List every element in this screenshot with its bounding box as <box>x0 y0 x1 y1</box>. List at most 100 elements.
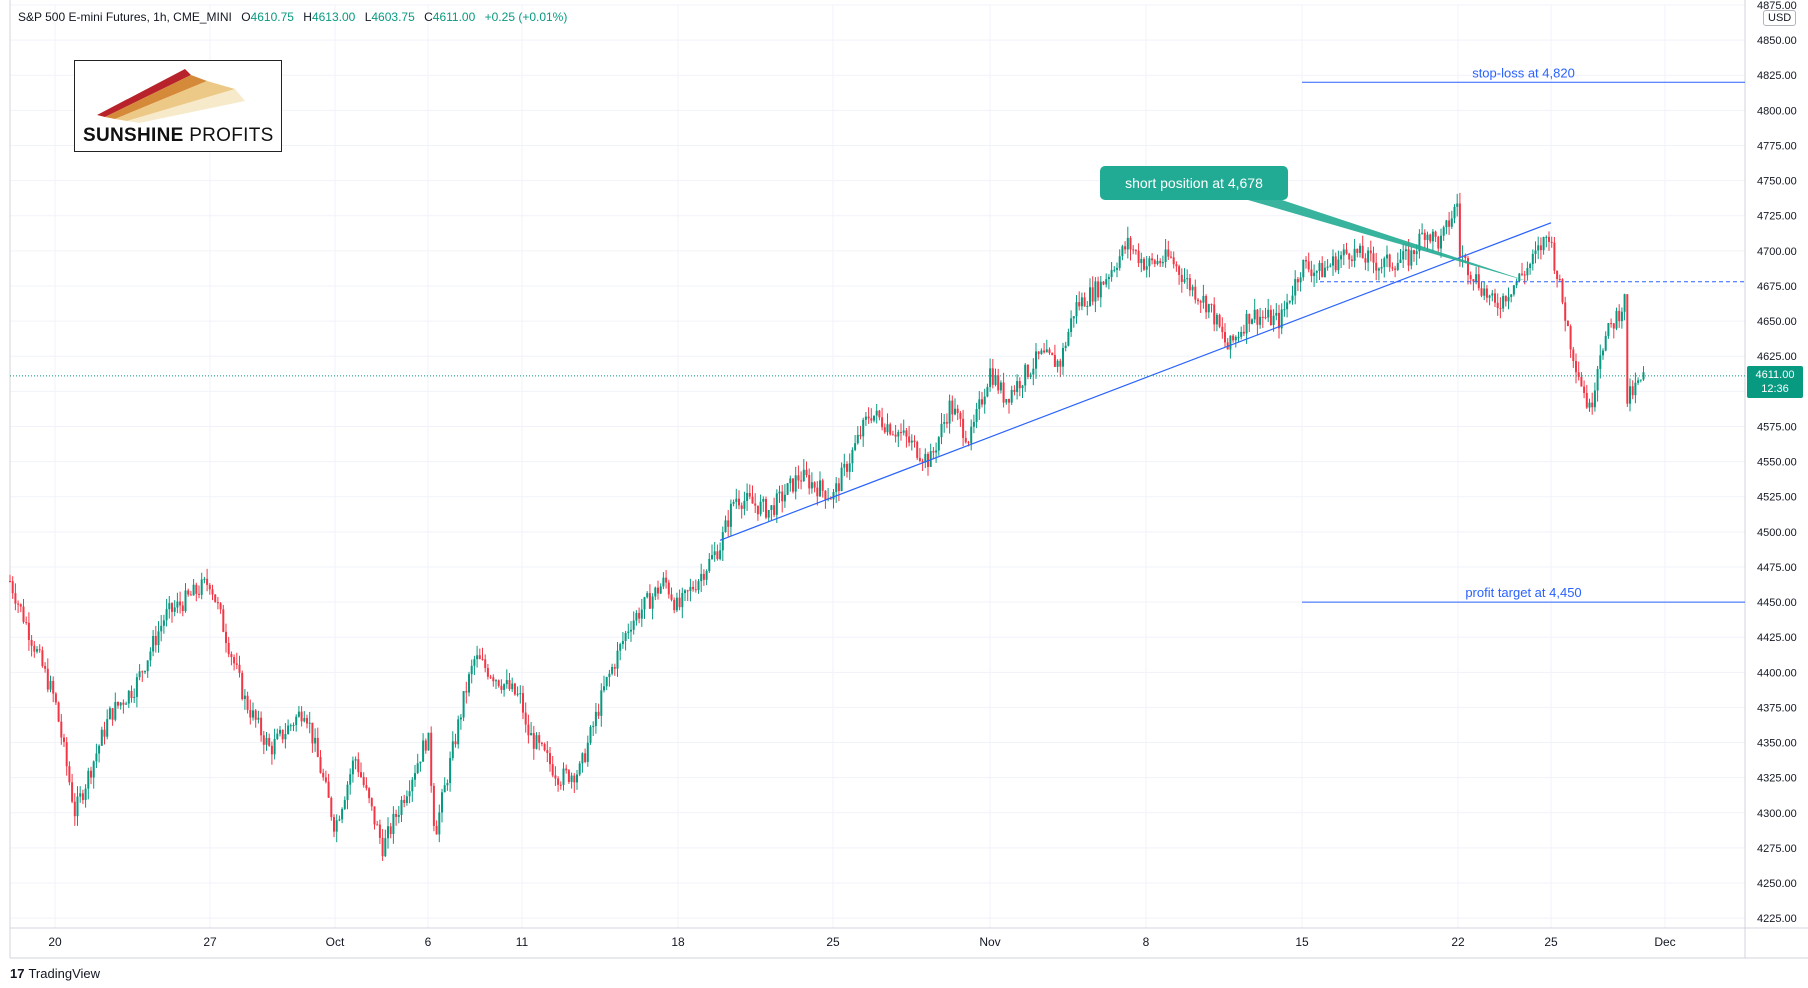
candle-body <box>1180 274 1183 282</box>
candle-body <box>916 441 919 458</box>
candle-body <box>1361 245 1364 259</box>
candle-body <box>905 430 908 437</box>
candle-body <box>1450 218 1453 227</box>
candle-body <box>1164 249 1167 263</box>
tradingview-logo[interactable]: 17 TradingView <box>10 966 100 981</box>
candle-body <box>1391 267 1394 269</box>
candle-body <box>333 817 335 832</box>
candle-body <box>49 680 52 690</box>
candle-body <box>538 735 541 743</box>
candle-body <box>1269 309 1272 325</box>
candle-body <box>1280 309 1283 329</box>
candle-body <box>1197 299 1199 302</box>
candle-body <box>894 434 897 437</box>
candle-body <box>648 593 651 609</box>
candle-body <box>1248 313 1251 324</box>
candle-body <box>189 594 192 596</box>
candle-body <box>592 725 595 727</box>
candle-body <box>395 813 398 817</box>
x-tick-label: 22 <box>1451 935 1465 949</box>
candle-body <box>719 550 722 560</box>
candle-body <box>230 654 233 658</box>
candle-body <box>1442 227 1445 236</box>
candle-body <box>484 659 487 669</box>
callout-pointer <box>1248 200 1530 282</box>
candle-body <box>1618 310 1621 322</box>
candle-body <box>1521 273 1523 275</box>
candle-body <box>738 498 740 506</box>
candle-body <box>748 493 751 497</box>
candle-body <box>1105 279 1108 285</box>
candle-body <box>486 668 489 677</box>
candle-body <box>95 753 98 762</box>
candle-body <box>659 586 662 594</box>
candle-body <box>52 680 55 694</box>
candle-body <box>1094 281 1097 302</box>
candle-body <box>208 584 211 590</box>
candle-body <box>381 837 384 857</box>
candle-body <box>235 663 238 665</box>
candle-body <box>243 695 246 699</box>
candle-body <box>292 725 295 727</box>
y-tick-label: 4875.00 <box>1757 0 1797 12</box>
candle-body <box>441 792 443 813</box>
candle-body <box>1612 323 1615 329</box>
candle-body <box>937 437 940 451</box>
candle-body <box>1121 246 1124 257</box>
candle-body <box>133 696 136 698</box>
candle-body <box>1116 267 1118 270</box>
candle-body <box>1537 245 1540 251</box>
candle-body <box>373 806 376 825</box>
candle-body <box>171 603 173 612</box>
candle-body <box>746 493 749 501</box>
candle-body <box>692 586 695 590</box>
candle-body <box>1175 264 1178 267</box>
candle-body <box>1305 259 1307 262</box>
candle-body <box>25 622 28 624</box>
candle-body <box>549 753 551 765</box>
candle-body <box>1326 266 1329 268</box>
candle-body <box>392 813 395 835</box>
currency-badge[interactable]: USD <box>1763 10 1797 26</box>
candle-body <box>783 494 786 502</box>
candle-body <box>276 733 279 740</box>
candle-body <box>1002 382 1005 403</box>
candle-body <box>1480 288 1483 296</box>
candle-body <box>1610 323 1613 325</box>
candle-body <box>168 603 171 610</box>
candle-body <box>400 799 403 815</box>
candle-body <box>1202 295 1205 303</box>
candle-body <box>1332 256 1334 266</box>
candle-body <box>106 719 109 737</box>
candle-body <box>1307 261 1310 270</box>
candle-body <box>700 573 703 582</box>
candle-body <box>1499 308 1502 310</box>
candle-body <box>81 793 84 800</box>
candle-body <box>1577 372 1580 377</box>
candle-body <box>1107 277 1110 280</box>
symbol-title[interactable]: S&P 500 E-mini Futures, 1h, CME_MINI <box>18 10 232 24</box>
candle-body <box>978 399 981 409</box>
candle-body <box>654 587 657 597</box>
candle-body <box>473 659 476 666</box>
candle-body <box>65 742 68 767</box>
candle-body <box>1448 220 1451 227</box>
candle-body <box>1467 258 1469 276</box>
candle-body <box>535 735 538 749</box>
candle-body <box>1485 288 1488 298</box>
candle-body <box>816 487 819 497</box>
candle-body <box>465 691 468 693</box>
candle-body <box>873 415 875 421</box>
candle-body <box>954 408 956 415</box>
candle-body <box>111 708 114 720</box>
candle-body <box>794 475 797 492</box>
candle-body <box>856 434 859 444</box>
candle-body <box>881 417 884 428</box>
candle-body <box>551 764 554 776</box>
candle-body <box>349 774 352 785</box>
candle-body <box>1491 293 1494 296</box>
candle-body <box>1148 258 1151 267</box>
candle-body <box>314 737 317 744</box>
tradingview-mark-icon: 17 <box>10 966 25 981</box>
